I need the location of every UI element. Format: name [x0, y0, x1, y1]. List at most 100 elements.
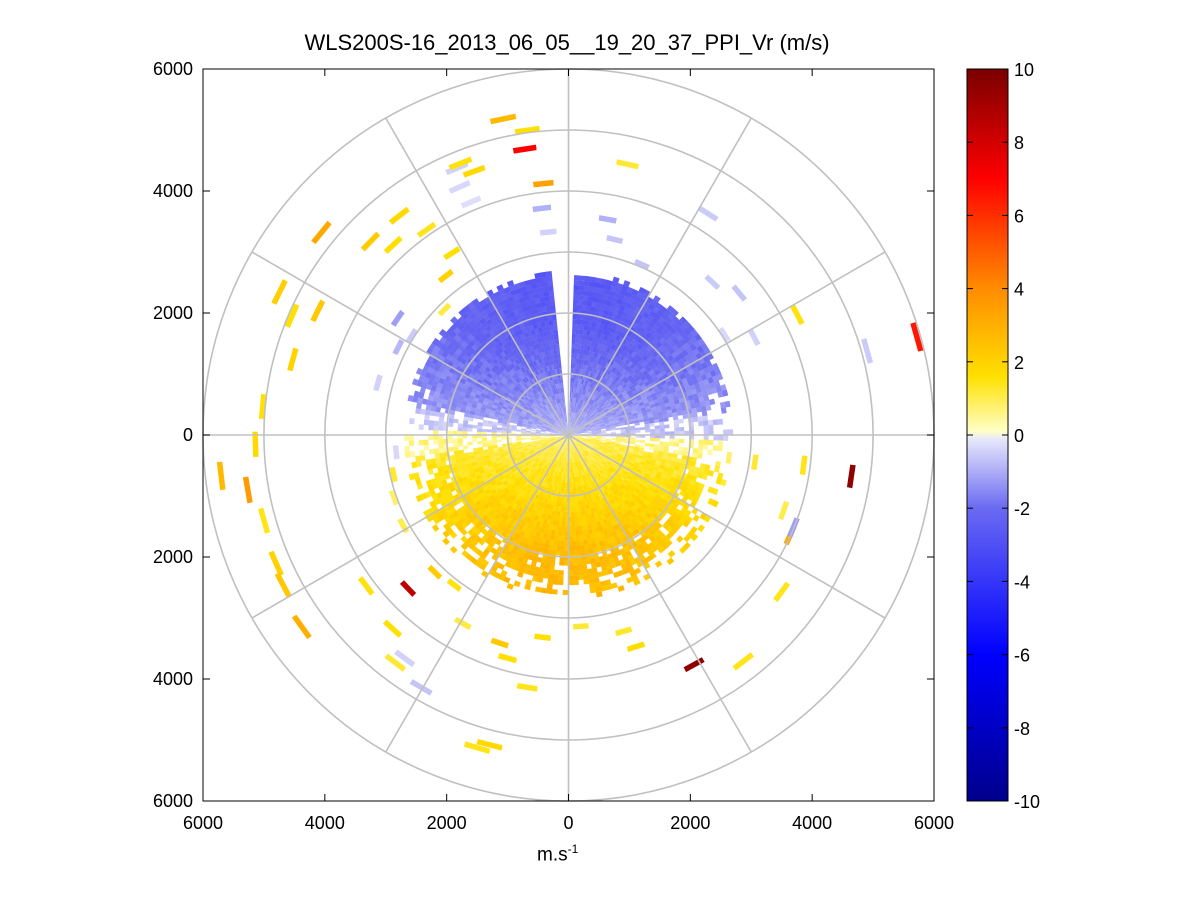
velocity-cell: [584, 468, 589, 474]
velocity-cell: [544, 466, 549, 472]
velocity-cell: [626, 366, 633, 373]
velocity-cell: [576, 353, 581, 359]
velocity-cell: [572, 477, 576, 483]
velocity-cell: [547, 315, 553, 321]
velocity-cell: [586, 436, 592, 438]
velocity-cell: [582, 500, 586, 506]
velocity-cell: [539, 468, 544, 474]
velocity-cell: [537, 467, 543, 473]
velocity-cell: [644, 381, 651, 387]
velocity-cell: [569, 438, 571, 444]
velocity-cell: [571, 521, 575, 527]
velocity-cell: [552, 405, 557, 411]
velocity-cell: [572, 560, 578, 566]
velocity-cell: [519, 402, 526, 408]
velocity-cell: [604, 445, 610, 449]
velocity-cell: [644, 357, 652, 365]
velocity-cell: [532, 403, 537, 408]
velocity-cell: [480, 500, 488, 507]
velocity-cell: [523, 383, 529, 389]
velocity-cell: [527, 289, 534, 296]
velocity-cell: [554, 368, 558, 375]
velocity-cell: [540, 562, 546, 569]
velocity-cell: [574, 462, 577, 468]
velocity-cell: [487, 442, 493, 447]
velocity-cell: [560, 536, 565, 542]
velocity-cell: [520, 520, 527, 527]
velocity-cell: [630, 338, 637, 346]
velocity-cell: [473, 479, 480, 485]
velocity-cell: [689, 384, 696, 391]
velocity-cell: [545, 432, 551, 434]
velocity-cell: [462, 431, 468, 435]
velocity-cell: [438, 421, 444, 427]
velocity-cell: [598, 418, 604, 422]
velocity-cell: [674, 385, 681, 392]
velocity-cell: [575, 451, 578, 457]
velocity-cell: [549, 413, 554, 418]
velocity-cell: [492, 401, 499, 407]
velocity-cell: [581, 480, 585, 486]
velocity-cell: [511, 514, 518, 521]
velocity-cell: [618, 497, 625, 504]
velocity-cell: [561, 382, 564, 388]
velocity-cell: [596, 353, 602, 360]
velocity-cell: [556, 455, 560, 461]
velocity-cell: [491, 511, 498, 518]
velocity-cell: [526, 427, 532, 430]
velocity-cell: [652, 375, 659, 382]
velocity-cell: [550, 438, 556, 441]
velocity-cell: [663, 478, 670, 484]
velocity-cell: [601, 298, 608, 305]
velocity-cell: [578, 443, 583, 448]
velocity-cell: [437, 496, 445, 504]
velocity-cell: [547, 462, 552, 468]
velocity-cell: [474, 453, 480, 459]
velocity-cell: [475, 474, 482, 480]
velocity-cell: [607, 342, 614, 349]
velocity-cell: [548, 451, 553, 456]
velocity-cell: [531, 303, 538, 310]
velocity-cell: [596, 531, 602, 538]
velocity-cell: [678, 397, 685, 404]
velocity-cell: [610, 372, 616, 379]
velocity-cell: [532, 288, 539, 295]
velocity-cell: [530, 329, 536, 336]
velocity-cell: [561, 452, 564, 458]
velocity-cell: [578, 460, 582, 466]
velocity-cell: [571, 417, 574, 423]
velocity-cell: [557, 456, 561, 462]
velocity-cell: [583, 324, 588, 331]
velocity-cell: [656, 372, 663, 379]
velocity-cell: [611, 355, 618, 362]
velocity-cell: [569, 426, 571, 432]
velocity-cell: [507, 364, 514, 371]
velocity-cell: [634, 403, 640, 409]
velocity-cell: [531, 424, 537, 428]
velocity-cell: [520, 464, 527, 469]
velocity-cell: [515, 499, 521, 506]
velocity-cell: [517, 512, 523, 519]
velocity-cell: [555, 431, 561, 434]
velocity-cell: [566, 421, 568, 427]
velocity-cell: [574, 348, 578, 354]
velocity-cell: [542, 423, 548, 427]
velocity-cell: [582, 484, 587, 491]
velocity-cell: [523, 321, 530, 328]
velocity-cell: [606, 382, 612, 388]
velocity-cell: [588, 381, 592, 388]
velocity-cell: [453, 418, 459, 424]
velocity-cell: [500, 512, 507, 519]
velocity-cell: [546, 426, 552, 430]
velocity-cell: [591, 407, 596, 413]
velocity-cell: [627, 336, 634, 344]
velocity-cell: [561, 447, 564, 453]
velocity-cell: [493, 364, 500, 371]
velocity-cell: [528, 512, 534, 519]
velocity-cell: [518, 483, 524, 489]
velocity-cell: [574, 343, 579, 349]
velocity-cell: [599, 530, 605, 537]
velocity-cell: [583, 578, 590, 585]
velocity-cell: [590, 425, 596, 428]
velocity-cell: [429, 489, 437, 497]
